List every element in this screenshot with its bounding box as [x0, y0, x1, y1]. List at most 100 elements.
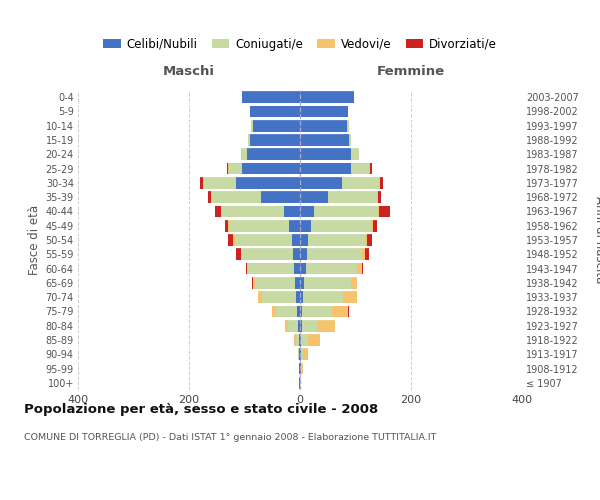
Bar — [233, 234, 235, 246]
Bar — [242, 162, 300, 174]
Legend: Celibi/Nubili, Coniugati/e, Vedovi/e, Divorziati/e: Celibi/Nubili, Coniugati/e, Vedovi/e, Di… — [98, 33, 502, 56]
Bar — [357, 262, 362, 274]
Bar — [296, 334, 299, 346]
Bar — [227, 162, 228, 174]
Bar — [300, 120, 347, 132]
Bar — [378, 192, 381, 203]
Bar — [301, 348, 304, 360]
Bar — [204, 177, 236, 188]
Bar — [252, 277, 253, 288]
Bar — [292, 234, 300, 246]
Bar — [251, 120, 253, 132]
Bar — [211, 192, 212, 203]
Bar — [228, 162, 229, 174]
Bar — [341, 177, 379, 188]
Bar — [212, 192, 261, 203]
Bar — [299, 334, 300, 346]
Bar — [304, 277, 350, 288]
Bar — [304, 292, 343, 303]
Bar — [296, 292, 300, 303]
Bar — [308, 234, 365, 246]
Bar — [255, 277, 295, 288]
Bar — [302, 320, 317, 332]
Bar — [302, 362, 304, 374]
Bar — [250, 106, 300, 118]
Bar — [247, 262, 248, 274]
Bar — [300, 106, 348, 118]
Bar — [293, 248, 300, 260]
Bar — [242, 248, 293, 260]
Bar — [284, 206, 300, 218]
Bar — [276, 306, 297, 318]
Bar — [236, 248, 241, 260]
Bar — [328, 192, 377, 203]
Bar — [285, 320, 289, 332]
Bar — [300, 192, 328, 203]
Bar — [377, 192, 378, 203]
Bar — [300, 248, 307, 260]
Bar — [295, 262, 300, 274]
Bar — [236, 177, 300, 188]
Bar — [228, 234, 233, 246]
Bar — [367, 234, 371, 246]
Bar — [241, 248, 242, 260]
Bar — [261, 192, 300, 203]
Y-axis label: Anni di nascita: Anni di nascita — [593, 196, 600, 284]
Bar — [247, 148, 300, 160]
Bar — [379, 206, 390, 218]
Bar — [301, 334, 308, 346]
Bar — [305, 262, 357, 274]
Bar — [300, 220, 311, 232]
Bar — [295, 277, 300, 288]
Bar — [300, 334, 301, 346]
Bar — [300, 306, 302, 318]
Bar — [242, 92, 300, 103]
Bar — [365, 248, 369, 260]
Bar — [348, 306, 349, 318]
Bar — [262, 292, 296, 303]
Bar — [298, 348, 299, 360]
Bar — [300, 162, 351, 174]
Bar — [300, 206, 314, 218]
Text: COMUNE DI TORREGLIA (PD) - Dati ISTAT 1° gennaio 2008 - Elaborazione TUTTITALIA.: COMUNE DI TORREGLIA (PD) - Dati ISTAT 1°… — [24, 432, 436, 442]
Bar — [300, 148, 351, 160]
Bar — [253, 277, 255, 288]
Bar — [221, 206, 223, 218]
Bar — [300, 134, 349, 146]
Bar — [302, 306, 332, 318]
Bar — [298, 320, 300, 332]
Bar — [229, 162, 242, 174]
Bar — [349, 134, 351, 146]
Text: Femmine: Femmine — [377, 65, 445, 78]
Bar — [208, 192, 211, 203]
Bar — [307, 248, 362, 260]
Y-axis label: Fasce di età: Fasce di età — [28, 205, 41, 275]
Bar — [347, 120, 349, 132]
Bar — [370, 162, 371, 174]
Bar — [297, 306, 300, 318]
Bar — [289, 220, 300, 232]
Bar — [332, 306, 348, 318]
Bar — [351, 148, 359, 160]
Bar — [295, 334, 296, 346]
Bar — [242, 148, 247, 160]
Bar — [373, 220, 377, 232]
Bar — [371, 220, 373, 232]
Bar — [223, 206, 284, 218]
Bar — [203, 177, 204, 188]
Bar — [304, 348, 308, 360]
Bar — [300, 277, 304, 288]
Bar — [253, 120, 300, 132]
Bar — [245, 262, 247, 274]
Bar — [350, 277, 357, 288]
Bar — [248, 262, 295, 274]
Bar — [272, 306, 276, 318]
Bar — [301, 362, 302, 374]
Bar — [250, 134, 300, 146]
Bar — [300, 234, 308, 246]
Bar — [300, 262, 305, 274]
Bar — [343, 292, 356, 303]
Bar — [311, 220, 371, 232]
Text: Maschi: Maschi — [163, 65, 215, 78]
Bar — [362, 262, 363, 274]
